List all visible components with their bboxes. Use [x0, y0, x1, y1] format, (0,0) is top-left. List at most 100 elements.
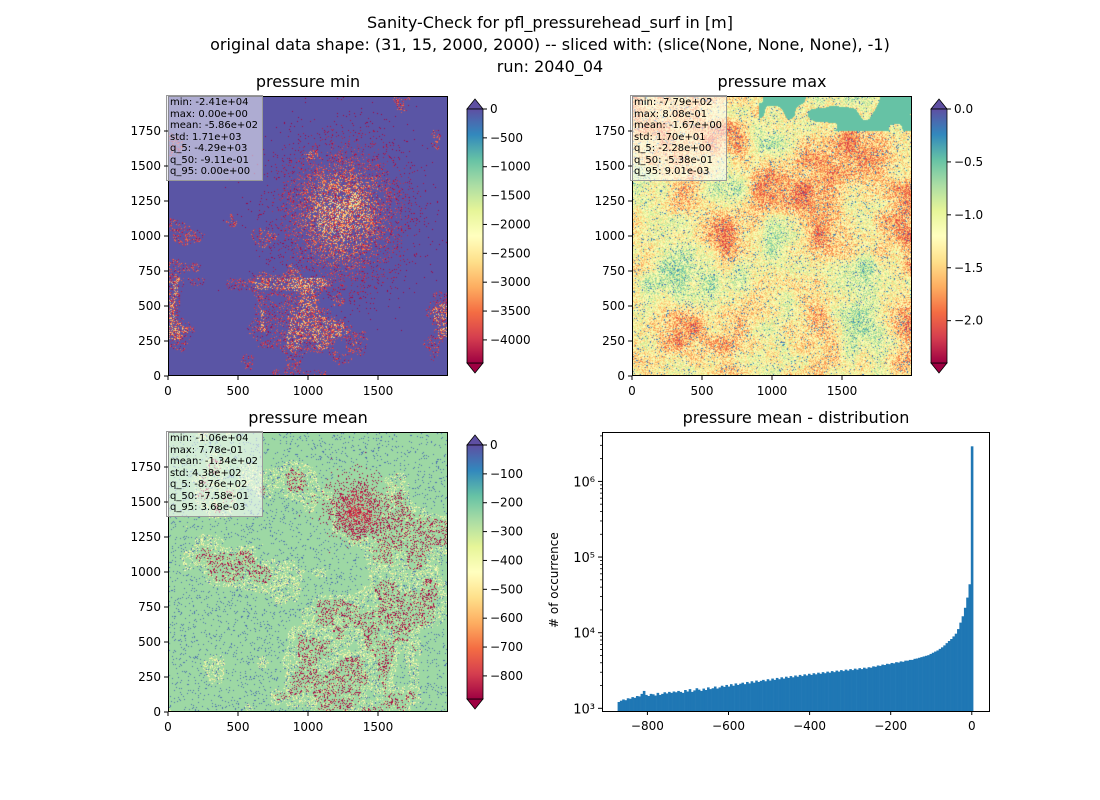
stats-box-max: min: -7.79e+02 max: 8.08e-01 mean: -1.67… — [630, 95, 728, 181]
histogram-bar — [814, 674, 818, 711]
histogram-bar — [686, 691, 689, 711]
histogram-bar — [642, 690, 646, 711]
stat-line: std: 4.38e+02 — [170, 467, 242, 479]
histogram-bar — [679, 691, 683, 711]
histogram-bar — [773, 679, 777, 711]
histogram-bar — [842, 671, 845, 711]
histogram-bar — [918, 657, 921, 711]
colorbar-tick-label: −700 — [490, 640, 523, 654]
hist-x-tick-label: 0 — [968, 719, 976, 733]
hist-y-tick-label: 10³ — [573, 702, 595, 717]
y-tick-label: 1250 — [130, 530, 161, 544]
x-tick-label: 1000 — [293, 720, 324, 734]
histogram-bar — [906, 660, 910, 711]
histogram-bar — [828, 672, 832, 711]
histogram-bar — [844, 669, 848, 711]
histogram-bar — [748, 683, 751, 711]
histogram-bar — [867, 667, 871, 711]
histogram-bar — [929, 653, 933, 711]
colorbar-tick-label: −400 — [490, 553, 523, 567]
histogram-bar — [801, 676, 804, 711]
histogram-bar — [736, 684, 740, 711]
colorbar-tick-label: −2000 — [490, 217, 531, 231]
colorbar-tick-label: −200 — [490, 496, 523, 510]
histogram-bar — [707, 687, 710, 711]
histogram-bar — [805, 675, 809, 711]
y-tick-label: 750 — [602, 264, 625, 278]
colorbar-extend-bottom — [466, 698, 484, 710]
histogram-bar — [796, 676, 800, 711]
hist-x-tick-label: −400 — [793, 719, 826, 733]
histogram-bar — [732, 685, 735, 711]
stat-line: q_95: 9.01e-03 — [634, 166, 710, 177]
stat-line: min: -7.79e+02 — [634, 97, 713, 108]
stats-box-min: min: -2.41e+04 max: 0.00e+00 mean: -5.86… — [166, 95, 264, 181]
histogram-bar — [697, 689, 701, 711]
x-tick-label: 1500 — [363, 384, 394, 398]
y-tick-label: 1000 — [130, 565, 161, 579]
histogram-bar — [787, 677, 790, 711]
histogram-bar — [874, 666, 878, 711]
histogram-bar — [819, 673, 823, 711]
histogram-bar — [757, 681, 761, 711]
histogram-bar — [709, 689, 712, 711]
histogram-bar — [947, 641, 951, 711]
figure-title-line3: run: 2040_04 — [496, 57, 604, 76]
stat-line: q_95: 0.00e+00 — [170, 166, 251, 177]
stat-line: q_50: -9.11e-01 — [170, 154, 249, 166]
histogram-bar — [945, 643, 949, 711]
histogram-bar — [640, 693, 644, 711]
y-tick-label: 500 — [138, 635, 161, 649]
histogram-bar — [830, 671, 834, 711]
colorbar-tick-label: −600 — [490, 611, 523, 625]
histogram-bar — [778, 679, 781, 711]
histogram-bar — [755, 680, 758, 711]
y-tick-label: 1500 — [130, 495, 161, 509]
histogram-bar — [677, 690, 680, 711]
x-tick-label: 0 — [628, 384, 636, 398]
x-tick-label: 1500 — [827, 384, 858, 398]
histogram-bar — [934, 651, 937, 711]
y-tick-label: 1000 — [594, 229, 625, 243]
histogram-bar — [700, 690, 703, 711]
colorbar-tick-label: −500 — [490, 131, 523, 145]
figure-title-line2: original data shape: (31, 15, 2000, 2000… — [210, 35, 890, 54]
histogram-bar — [970, 446, 974, 711]
histogram-bar — [853, 668, 857, 711]
histogram-bar — [702, 688, 706, 711]
y-tick-label: 1750 — [130, 460, 161, 474]
panel-title-max: pressure max — [717, 72, 827, 91]
histogram-bar — [950, 639, 953, 711]
histogram-bar — [835, 670, 839, 711]
colorbar-tick-label: −1000 — [490, 160, 531, 174]
histogram-bar — [654, 695, 657, 711]
histogram-bar — [656, 692, 660, 711]
stat-line: max: 7.78e-01 — [170, 444, 244, 456]
histogram-bar — [913, 658, 917, 711]
y-tick-label: 500 — [602, 299, 625, 313]
histogram-bar — [764, 681, 767, 711]
histogram-bar — [789, 676, 793, 711]
panel-title-mean: pressure mean — [248, 408, 368, 427]
y-tick-label: 750 — [138, 600, 161, 614]
histogram-bar — [901, 661, 905, 711]
stat-line: q_50: -5.38e-01 — [634, 154, 713, 166]
hist-x-tick-label: −600 — [712, 719, 745, 733]
histogram-bar — [840, 670, 843, 711]
histogram-bar — [890, 662, 894, 711]
y-tick-label: 1500 — [594, 159, 625, 173]
stat-line: q_50: -7.58e-01 — [170, 490, 249, 502]
y-tick-label: 750 — [138, 264, 161, 278]
histogram-bar — [963, 607, 967, 711]
histogram-bar — [810, 674, 813, 711]
histogram-bar — [688, 689, 692, 711]
histogram-bar — [725, 684, 728, 711]
histogram-bar — [883, 665, 887, 711]
y-tick-label: 1000 — [130, 229, 161, 243]
hist-y-tick-label: 10⁴ — [573, 627, 595, 642]
colorbar-tick-label: −3500 — [490, 304, 531, 318]
histogram-bar — [957, 629, 960, 711]
stat-line: min: -1.06e+04 — [170, 433, 249, 444]
stat-line: q_5: -4.29e+03 — [170, 143, 248, 154]
histogram-bar — [661, 693, 664, 711]
